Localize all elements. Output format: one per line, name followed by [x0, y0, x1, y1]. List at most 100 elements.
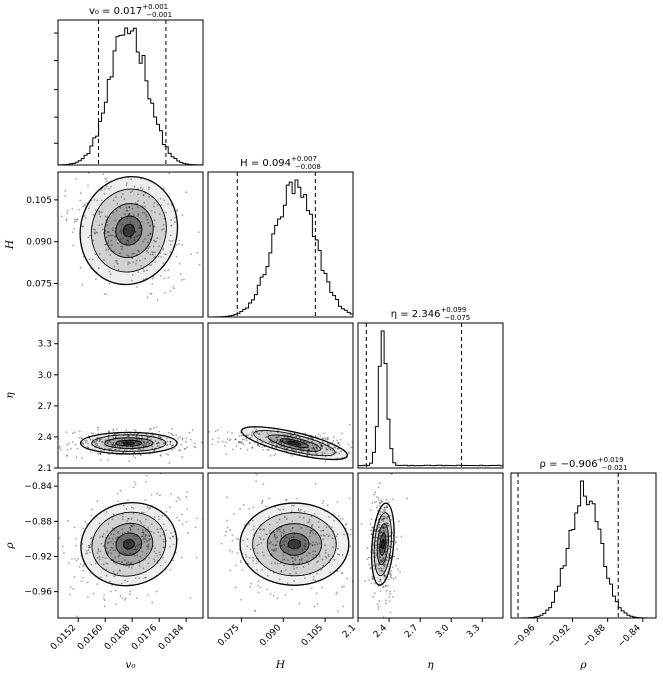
sample-point — [119, 489, 122, 492]
sample-point — [250, 432, 253, 435]
sample-point — [312, 446, 315, 449]
sample-point — [112, 513, 115, 516]
sample-point — [322, 529, 324, 532]
sample-point — [276, 438, 279, 441]
sample-point — [100, 199, 103, 202]
sample-point — [242, 443, 245, 446]
sample-point — [255, 480, 257, 483]
sample-point — [320, 444, 323, 447]
sample-point — [100, 542, 103, 545]
sample-point — [154, 240, 156, 243]
sample-point — [143, 576, 146, 579]
sample-point — [394, 576, 397, 579]
sample-point — [159, 527, 162, 530]
sample-point — [231, 432, 233, 434]
sample-point — [297, 555, 300, 558]
sample-point — [298, 559, 301, 561]
sample-point — [181, 456, 184, 458]
sample-point — [84, 167, 86, 169]
sample-point — [226, 496, 228, 499]
sample-point — [291, 527, 294, 530]
sample-point — [135, 435, 138, 438]
sample-point — [384, 584, 387, 587]
sample-point — [139, 520, 141, 523]
sample-point — [131, 274, 134, 276]
sample-point — [377, 530, 380, 533]
sample-point — [131, 252, 133, 255]
sample-point — [372, 542, 375, 545]
sample-point — [153, 256, 156, 259]
sample-point — [148, 436, 151, 439]
histogram-H: H = 0.094+0.007 −0.008 — [207, 155, 354, 318]
sample-point — [341, 572, 344, 574]
sample-point — [74, 443, 77, 446]
sample-point — [316, 453, 319, 456]
sample-point — [281, 531, 283, 534]
sample-point — [102, 563, 105, 566]
sample-point — [149, 428, 151, 431]
sample-point — [273, 548, 276, 551]
sample-point — [298, 602, 301, 605]
sample-point — [106, 442, 109, 445]
sample-point — [306, 454, 309, 457]
sample-point — [115, 262, 118, 264]
sample-point — [307, 438, 310, 441]
sample-point — [341, 432, 343, 435]
sample-point — [297, 447, 300, 449]
sample-point — [115, 537, 118, 540]
panel-frame — [57, 322, 204, 469]
sample-point — [100, 458, 102, 461]
sample-point — [392, 596, 394, 598]
sample-point — [178, 498, 181, 501]
sample-point — [96, 442, 99, 445]
density-contour — [104, 203, 154, 258]
sample-point — [268, 523, 271, 526]
sample-point — [338, 553, 341, 556]
sample-point — [329, 571, 332, 574]
sample-point — [339, 517, 342, 520]
sample-point — [162, 187, 165, 190]
sample-point — [114, 448, 117, 451]
sample-point — [90, 514, 93, 517]
sample-point — [369, 509, 372, 512]
sample-point — [142, 531, 145, 534]
sample-point — [166, 444, 169, 446]
sample-point — [312, 446, 315, 449]
sample-point — [257, 584, 259, 587]
sample-point — [369, 529, 372, 532]
sample-point — [379, 513, 382, 516]
sample-point — [312, 541, 314, 544]
sample-point — [382, 570, 384, 573]
sample-point — [118, 554, 121, 557]
sample-point — [321, 445, 324, 448]
sample-point — [382, 524, 385, 527]
sample-point — [96, 436, 99, 439]
sample-point — [289, 433, 292, 436]
density-contour — [287, 538, 302, 550]
sample-point — [291, 526, 294, 529]
sample-point — [71, 441, 74, 443]
sample-point — [270, 441, 273, 444]
sample-point — [107, 447, 110, 450]
sample-point — [65, 218, 68, 220]
sample-point — [145, 474, 148, 477]
sample-point — [105, 511, 108, 513]
sample-point — [81, 441, 83, 444]
sample-point — [87, 544, 90, 547]
sample-point — [336, 533, 339, 536]
sample-point — [376, 536, 378, 539]
sample-point — [169, 251, 172, 253]
sample-point — [157, 441, 160, 444]
sample-point — [169, 545, 172, 548]
sample-point — [107, 523, 110, 525]
sample-point — [121, 528, 124, 531]
sample-point — [310, 447, 313, 450]
sample-point — [386, 540, 389, 542]
sample-point — [133, 185, 136, 188]
sample-point — [164, 253, 167, 256]
sample-point — [120, 539, 122, 541]
sample-point — [405, 497, 408, 500]
sample-point — [271, 548, 273, 551]
sample-point — [381, 518, 383, 521]
sample-point — [113, 250, 115, 253]
